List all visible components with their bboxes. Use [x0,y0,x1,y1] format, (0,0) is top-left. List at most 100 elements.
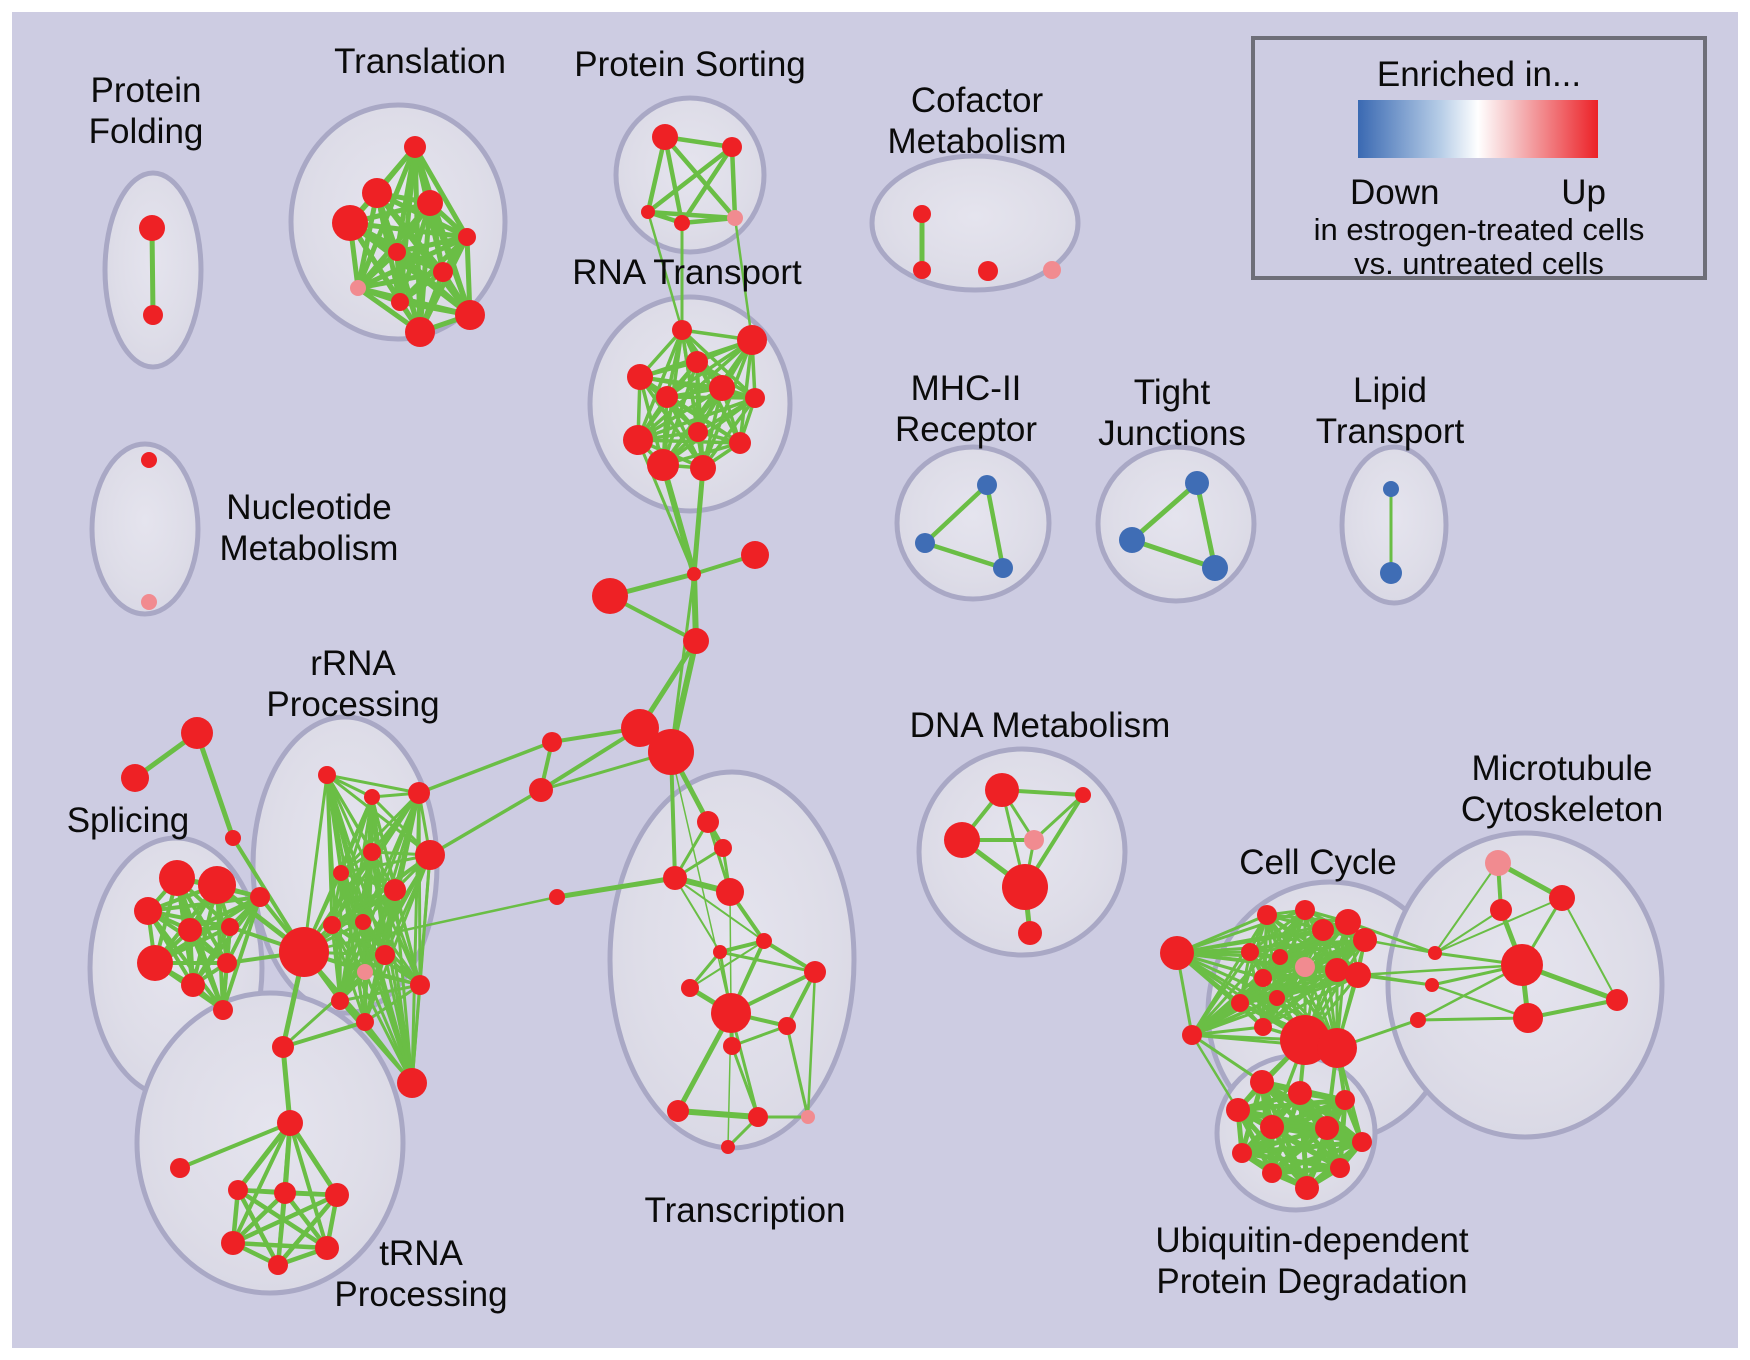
cell_cycle-node-9 [1295,957,1315,977]
cell_cycle-node-1 [1182,1025,1202,1045]
ubiquitin_degradation-node-6 [1352,1132,1372,1152]
cofactor_metabolism-node-0 [913,205,931,223]
nucleotide_metabolism-label: Nucleotide Metabolism [220,488,399,568]
translation-node-2 [332,205,368,241]
transcription-node-12 [748,1107,768,1127]
cell_cycle-edge-3-7 [1248,908,1307,954]
trna_processing-label-line-2: Processing [334,1275,507,1314]
trna_processing-node-1 [277,1110,303,1136]
translation-node-4 [458,228,476,246]
translation-label-line-1: Translation [334,42,506,81]
splicing-edge-2-9 [146,909,225,1012]
cell_cycle-node-2 [1257,905,1277,925]
protein_sorting-edge-1-2 [645,144,735,215]
rna_transport-node-5 [709,375,735,401]
trna_processing-edge-3-8 [235,1187,281,1268]
ubiquitin_degradation-node-10 [1330,1158,1350,1178]
dna_metabolism-node-5 [1018,921,1042,945]
backbone-node-1 [741,541,769,569]
transcription-edge-8-10 [730,1024,789,1048]
nucleotide_metabolism-node-1 [141,594,157,610]
cell_cycle-label: Cell Cycle [1239,843,1397,882]
protein_sorting-edge-0-3 [662,134,685,226]
rna_transport-edge-3-6 [638,375,757,400]
ubiquitin_degradation-node-8 [1262,1163,1282,1183]
splicing-node-3 [178,918,202,942]
rrna_processing-node-7 [384,879,406,901]
tight_junctions-edge-0-1 [1129,480,1200,543]
rrna_processing-edge-9-15 [361,920,414,1085]
microtubule_cytoskeleton-node-8 [1410,1012,1426,1028]
mhc_ii_receptor-node-0 [977,475,997,495]
cofactor_metabolism-node-2 [978,261,998,281]
transcription-node-10 [723,1037,741,1055]
microtubule_cytoskeleton-node-5 [1513,1003,1543,1033]
trna_processing-node-0 [272,1036,294,1058]
link-backbone:7--rrna_processing:5 [428,788,543,857]
rna_transport-node-2 [686,351,708,373]
splicing-edge-5-8 [153,895,262,965]
rrna_processing-edge-0-1 [302,773,329,954]
ubiquitin_degradation-node-2 [1335,1090,1355,1110]
mhc_ii_receptor-edge-0-2 [984,482,1006,571]
splicing-node-8 [250,887,270,907]
lipid_transport-label-line-2: Transport [1316,412,1465,451]
splicing-node-5 [137,945,173,981]
dna_metabolism-ellipse [916,746,1128,958]
cell_cycle-node-15 [1254,1018,1272,1036]
transcription-node-7 [681,979,699,997]
trna_processing-node-4 [274,1182,296,1204]
rna_transport-edge-8-9 [636,438,742,445]
protein_sorting-edge-0-4 [662,134,738,221]
rrna_processing-node-6 [333,865,349,881]
legend-gradient-bar [1358,100,1598,158]
cell_cycle-edge-1-7 [1190,950,1252,1037]
link-backbone:6--rrna_processing:2 [417,740,554,795]
cell_cycle-edge-6-8 [1278,938,1367,959]
trna_processing-label: tRNA Processing [334,1234,507,1314]
rrna_processing-edge-8-14 [330,923,342,1003]
microtubule_cytoskeleton-node-0 [1485,850,1511,876]
rna_transport-node-10 [647,449,679,481]
transcription-node-11 [667,1100,689,1122]
rna_transport-edge-1-8 [636,338,754,442]
rrna_processing-node-14 [331,992,349,1010]
protein_folding-label-line-2: Folding [89,112,204,151]
rrna_processing-node-15 [397,1068,427,1098]
cell_cycle-node-13 [1269,990,1285,1006]
rrna_processing-node-5 [415,840,445,870]
rna_transport-node-9 [729,432,751,454]
rna_transport-edge-6-10 [661,396,757,467]
dna_metabolism-label: DNA Metabolism [910,706,1171,745]
backbone-node-5 [648,729,694,775]
splicing_triangle-node-2 [225,830,241,846]
trna_processing-edge-5-6 [230,1192,340,1246]
microtubule_cytoskeleton-label: Microtubule Cytoskeleton [1461,749,1663,829]
transcription-node-14 [721,1140,735,1154]
dna_metabolism-node-0 [985,773,1019,807]
translation-node-5 [388,243,406,261]
rrna_processing-label: rRNA Processing [266,644,439,724]
cofactor_metabolism-node-1 [913,261,931,279]
cell_cycle-edge-6-7 [1248,938,1367,954]
rrna_processing-label-line-2: Processing [266,685,439,724]
rrna_processing-edge-12-15 [410,983,422,1085]
translation-node-1 [362,178,392,208]
rrna_processing-edge-4-14 [338,850,374,1003]
rrna_processing-edge-1-14 [325,773,342,1003]
mhc_ii_receptor-node-2 [993,558,1013,578]
ubiquitin_degradation-edge-8-10 [1269,1165,1343,1176]
trna_processing-node-6 [221,1231,245,1255]
translation-node-10 [405,317,435,347]
tight_junctions-node-2 [1202,555,1228,581]
cell_cycle-node-12 [1254,969,1272,987]
dna_metabolism-node-3 [1024,830,1044,850]
microtubule_cytoskeleton-edge-7-5 [1430,983,1530,1020]
network-nodes [121,124,1628,1275]
ubiquitin_degradation-node-4 [1260,1115,1284,1139]
rna_transport-node-3 [627,364,653,390]
trna_processing-edge-1-3 [235,1120,293,1193]
dna_metabolism-node-4 [1002,864,1048,910]
translation-label: Translation [334,42,506,81]
trna_processing-node-8 [268,1255,288,1275]
